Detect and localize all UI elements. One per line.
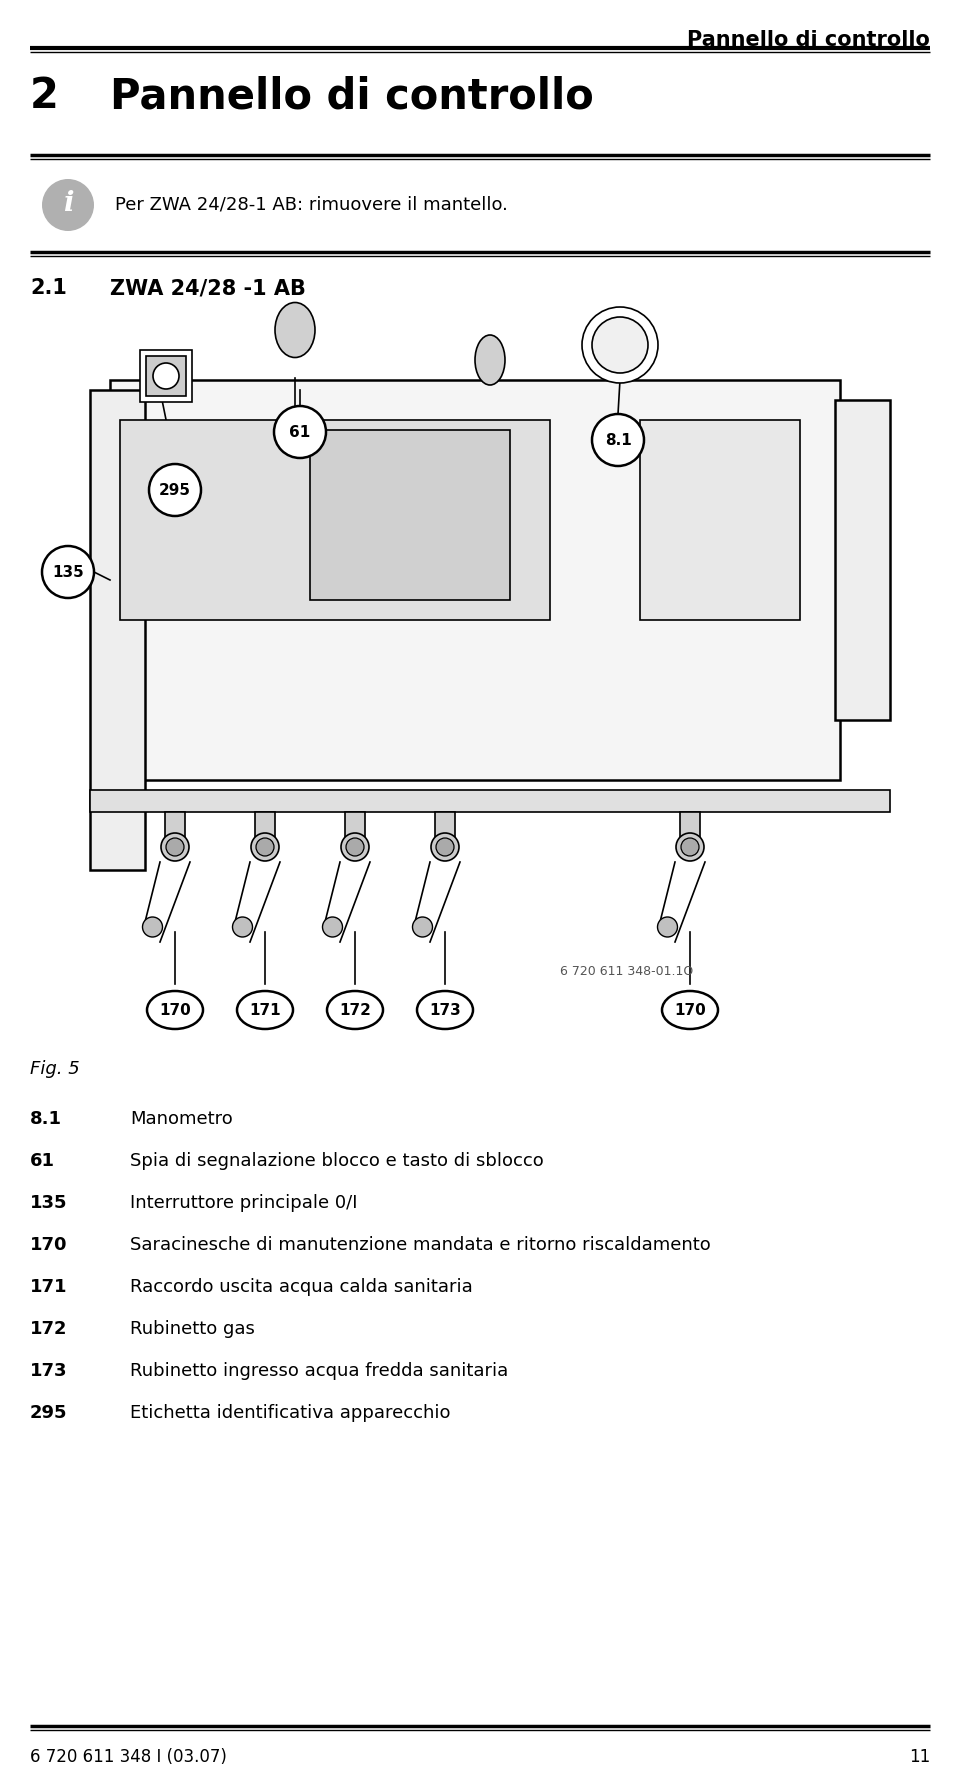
Circle shape — [582, 307, 658, 383]
Bar — [165, 812, 185, 842]
Text: 11: 11 — [909, 1747, 930, 1767]
Text: 6 720 611 348 I (03.07): 6 720 611 348 I (03.07) — [30, 1747, 227, 1767]
Circle shape — [436, 838, 454, 856]
Circle shape — [42, 546, 94, 597]
Circle shape — [274, 406, 326, 457]
Text: 173: 173 — [429, 1003, 461, 1017]
Text: 2: 2 — [30, 74, 59, 117]
Text: Per ZWA 24/28-1 AB: rimuovere il mantello.: Per ZWA 24/28-1 AB: rimuovere il mantell… — [115, 195, 508, 213]
Circle shape — [413, 916, 433, 937]
Text: 61: 61 — [289, 425, 311, 439]
Bar — [345, 812, 365, 842]
Ellipse shape — [662, 991, 718, 1030]
Text: Raccordo uscita acqua calda sanitaria: Raccordo uscita acqua calda sanitaria — [130, 1278, 472, 1295]
Circle shape — [592, 317, 648, 372]
Circle shape — [592, 415, 644, 466]
Text: 171: 171 — [250, 1003, 281, 1017]
Circle shape — [166, 838, 184, 856]
Text: Etichetta identificativa apparecchio: Etichetta identificativa apparecchio — [130, 1403, 450, 1421]
Ellipse shape — [327, 991, 383, 1030]
Text: 173: 173 — [30, 1363, 67, 1380]
Circle shape — [658, 916, 678, 937]
Text: 170: 170 — [30, 1237, 67, 1255]
Circle shape — [142, 916, 162, 937]
Circle shape — [323, 916, 343, 937]
Text: Rubinetto gas: Rubinetto gas — [130, 1320, 254, 1338]
Text: Interruttore principale 0/I: Interruttore principale 0/I — [130, 1194, 357, 1212]
Text: 135: 135 — [52, 565, 84, 579]
Circle shape — [251, 833, 279, 861]
Text: 172: 172 — [339, 1003, 371, 1017]
Text: Spia di segnalazione blocco e tasto di sblocco: Spia di segnalazione blocco e tasto di s… — [130, 1152, 543, 1170]
Text: 170: 170 — [159, 1003, 191, 1017]
Bar — [680, 812, 700, 842]
Text: Fig. 5: Fig. 5 — [30, 1060, 80, 1077]
Ellipse shape — [417, 991, 473, 1030]
Circle shape — [676, 833, 704, 861]
Text: Manometro: Manometro — [130, 1109, 232, 1129]
Text: 6 720 611 348-01.1O: 6 720 611 348-01.1O — [560, 966, 693, 978]
Text: 170: 170 — [674, 1003, 706, 1017]
Text: 171: 171 — [30, 1278, 67, 1295]
Text: 172: 172 — [30, 1320, 67, 1338]
Text: Rubinetto ingresso acqua fredda sanitaria: Rubinetto ingresso acqua fredda sanitari… — [130, 1363, 508, 1380]
Circle shape — [681, 838, 699, 856]
Ellipse shape — [147, 991, 203, 1030]
Ellipse shape — [237, 991, 293, 1030]
Text: 135: 135 — [30, 1194, 67, 1212]
Text: 61: 61 — [30, 1152, 55, 1170]
Ellipse shape — [475, 335, 505, 385]
Text: 295: 295 — [159, 482, 191, 498]
Ellipse shape — [275, 303, 315, 358]
Circle shape — [256, 838, 274, 856]
Bar — [120, 420, 550, 620]
Text: Saracinesche di manutenzione mandata e ritorno riscaldamento: Saracinesche di manutenzione mandata e r… — [130, 1237, 710, 1255]
Text: Pannello di controllo: Pannello di controllo — [687, 30, 930, 50]
Text: 8.1: 8.1 — [30, 1109, 62, 1129]
Bar — [835, 400, 890, 719]
Bar — [140, 351, 192, 402]
Circle shape — [431, 833, 459, 861]
Bar — [110, 379, 840, 780]
Bar — [90, 790, 890, 812]
Circle shape — [341, 833, 369, 861]
Bar — [640, 420, 800, 620]
Text: 2.1: 2.1 — [30, 278, 67, 298]
Bar — [310, 431, 510, 601]
Circle shape — [153, 363, 179, 390]
Text: Pannello di controllo: Pannello di controllo — [110, 74, 593, 117]
Bar — [255, 812, 275, 842]
Circle shape — [346, 838, 364, 856]
Circle shape — [232, 916, 252, 937]
Text: ZWA 24/28 -1 AB: ZWA 24/28 -1 AB — [110, 278, 306, 298]
Circle shape — [149, 464, 201, 516]
Text: 295: 295 — [30, 1403, 67, 1421]
Circle shape — [42, 179, 94, 230]
Bar — [90, 390, 145, 870]
Circle shape — [161, 833, 189, 861]
Bar — [435, 812, 455, 842]
Bar — [146, 356, 186, 395]
Text: i: i — [62, 190, 73, 216]
Text: 8.1: 8.1 — [605, 432, 632, 448]
